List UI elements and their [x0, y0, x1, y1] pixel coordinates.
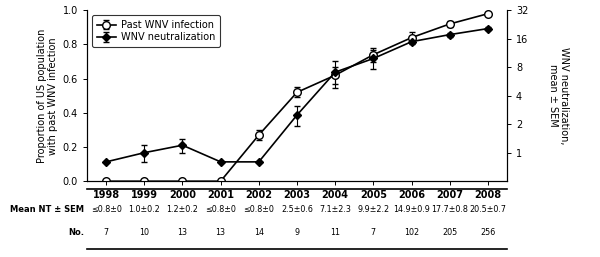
Text: Mean NT ± SEM: Mean NT ± SEM — [10, 205, 84, 214]
Text: 14: 14 — [254, 228, 264, 237]
Text: 13: 13 — [178, 228, 187, 237]
Text: ≤0.8±0: ≤0.8±0 — [244, 205, 274, 214]
Text: 9: 9 — [295, 228, 299, 237]
Text: No.: No. — [68, 228, 84, 237]
Legend: Past WNV infection, WNV neutralization: Past WNV infection, WNV neutralization — [92, 15, 220, 47]
Y-axis label: WNV neutralization,
mean ± SEM: WNV neutralization, mean ± SEM — [548, 47, 569, 144]
Text: 102: 102 — [404, 228, 419, 237]
Text: 10: 10 — [139, 228, 149, 237]
Text: 1.0±0.2: 1.0±0.2 — [128, 205, 160, 214]
Text: 20.5±0.7: 20.5±0.7 — [469, 205, 506, 214]
Text: 14.9±0.9: 14.9±0.9 — [393, 205, 430, 214]
Text: 7.1±2.3: 7.1±2.3 — [319, 205, 351, 214]
Y-axis label: Proportion of US population
with past WNV infection: Proportion of US population with past WN… — [37, 29, 58, 163]
Text: 1.2±0.2: 1.2±0.2 — [167, 205, 199, 214]
Text: 13: 13 — [215, 228, 226, 237]
Text: ≤0.8±0: ≤0.8±0 — [205, 205, 236, 214]
Text: 7: 7 — [104, 228, 109, 237]
Text: 9.9±2.2: 9.9±2.2 — [358, 205, 389, 214]
Text: 256: 256 — [480, 228, 496, 237]
Text: 2.5±0.6: 2.5±0.6 — [281, 205, 313, 214]
Text: 17.7±0.8: 17.7±0.8 — [431, 205, 468, 214]
Text: 7: 7 — [371, 228, 376, 237]
Text: 205: 205 — [442, 228, 457, 237]
Text: ≤0.8±0: ≤0.8±0 — [91, 205, 122, 214]
Text: 11: 11 — [330, 228, 340, 237]
